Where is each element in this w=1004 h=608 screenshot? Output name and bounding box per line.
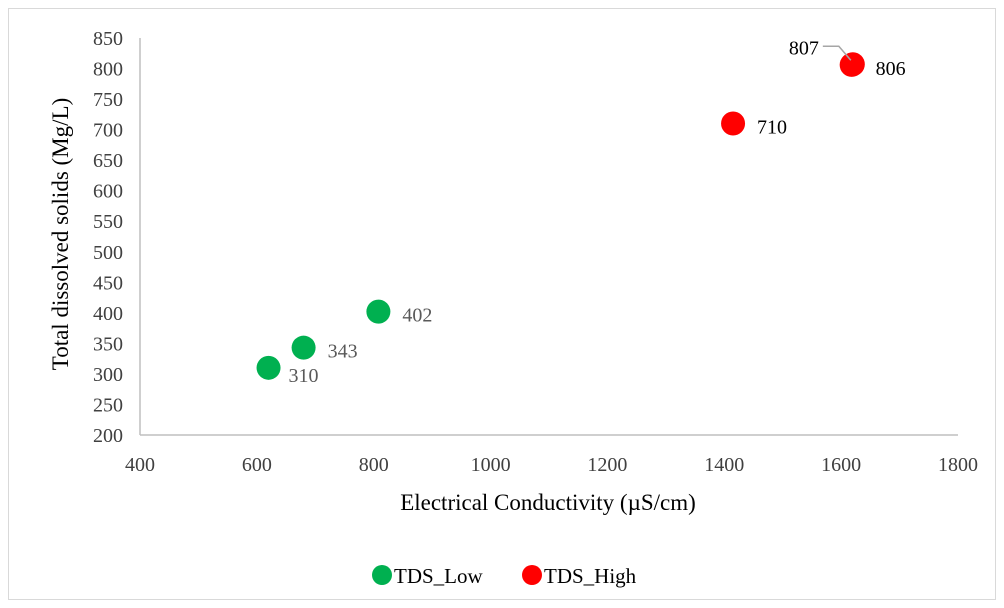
tick-labels: 400 600 800 1000 1200 1400 1600 1800 200 250 300 35… bbox=[93, 28, 978, 476]
y-tick-label: 500 bbox=[93, 242, 123, 264]
data-point bbox=[840, 52, 865, 77]
data-label: 343 bbox=[328, 341, 358, 363]
legend: TDS_Low TDS_High bbox=[372, 564, 637, 588]
legend-marker bbox=[372, 565, 392, 585]
y-tick-label: 700 bbox=[93, 120, 123, 142]
y-tick-label: 200 bbox=[93, 425, 123, 447]
data-points bbox=[256, 52, 865, 380]
x-tick-label: 1200 bbox=[587, 454, 627, 476]
data-labels: 310 343 402 710 806 807 bbox=[289, 37, 906, 387]
data-point bbox=[721, 111, 746, 136]
y-tick-label: 550 bbox=[93, 211, 123, 233]
y-tick-label: 450 bbox=[93, 272, 123, 294]
legend-label: TDS_Low bbox=[394, 564, 484, 588]
chart-frame bbox=[8, 8, 996, 600]
data-label: 402 bbox=[402, 305, 432, 327]
data-label: 710 bbox=[757, 117, 787, 139]
x-tick-label: 1400 bbox=[704, 454, 744, 476]
leader-line bbox=[822, 45, 852, 61]
data-point bbox=[256, 355, 281, 380]
x-tick-label: 800 bbox=[359, 454, 389, 476]
data-point bbox=[291, 335, 316, 360]
y-tick-label: 400 bbox=[93, 303, 123, 325]
y-axis-title: Total dissolved solids (Mg/L) bbox=[48, 98, 73, 370]
y-tick-label: 800 bbox=[93, 59, 123, 81]
data-label: 310 bbox=[289, 365, 319, 387]
y-tick-label: 250 bbox=[93, 394, 123, 416]
y-tick-label: 300 bbox=[93, 364, 123, 386]
x-tick-label: 1000 bbox=[471, 454, 511, 476]
data-point bbox=[366, 299, 391, 324]
y-tick-label: 850 bbox=[93, 28, 123, 50]
data-label: 806 bbox=[876, 58, 906, 80]
y-tick-label: 650 bbox=[93, 150, 123, 172]
data-label: 807 bbox=[789, 37, 819, 59]
x-tick-label: 1600 bbox=[821, 454, 861, 476]
x-tick-label: 600 bbox=[242, 454, 272, 476]
y-tick-label: 750 bbox=[93, 89, 123, 111]
axes bbox=[139, 38, 958, 436]
x-axis-title: Electrical Conductivity (µS/cm) bbox=[400, 490, 696, 515]
legend-marker bbox=[522, 565, 542, 585]
y-tick-label: 350 bbox=[93, 333, 123, 355]
legend-label: TDS_High bbox=[544, 564, 637, 588]
x-tick-label: 1800 bbox=[938, 454, 978, 476]
x-tick-label: 400 bbox=[125, 454, 155, 476]
y-tick-label: 600 bbox=[93, 181, 123, 203]
